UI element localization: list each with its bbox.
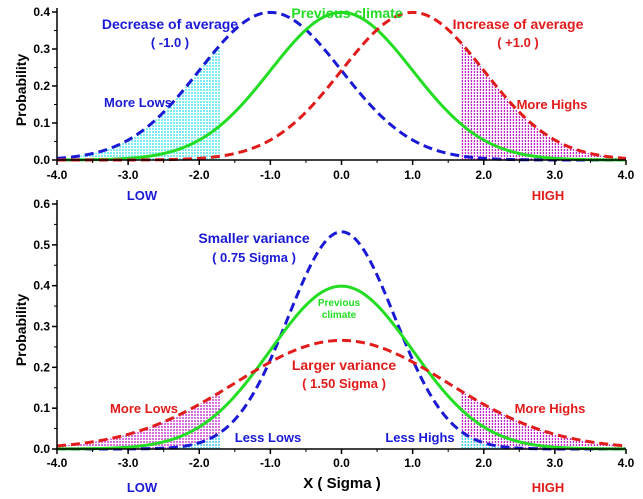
- top-x-tick-label: 4.0: [618, 168, 635, 182]
- top-x-tick-label: 2.0: [475, 168, 492, 182]
- decrease-of-average-value: ( -1.0 ): [151, 35, 189, 50]
- bot-y-tick-label: 0.4: [33, 279, 50, 293]
- bot-x-tick-label: -4.0: [47, 456, 68, 470]
- top-x-tick-label: -1.0: [260, 168, 281, 182]
- top-curve-increase-of-average: [57, 10, 627, 162]
- top-y-tick-label: 0.4: [33, 5, 50, 19]
- top-curve-decrease-of-average: [56, 10, 626, 162]
- bot-x-tick-label: -1.0: [260, 456, 281, 470]
- bot-y-tick-label: 0.5: [33, 238, 50, 252]
- bottom-y-axis-label: Probability: [13, 294, 29, 367]
- bot-x-tick-label: 4.0: [618, 456, 635, 470]
- top-y-tick-label: 0.1: [33, 116, 50, 130]
- bot-x-tick-label: -3.0: [118, 456, 139, 470]
- top-y-tick-label: 0.0: [33, 153, 50, 167]
- previous-climate-label: Previous climate: [291, 5, 402, 21]
- less-lows-label: Less Lows: [235, 430, 301, 445]
- bot-y-tick-label: 0.6: [33, 197, 50, 211]
- low-label-bottom: LOW: [127, 480, 158, 495]
- larger-variance-value: ( 1.50 Sigma ): [302, 376, 386, 391]
- decrease-of-average-label: Decrease of average: [102, 16, 238, 32]
- high-label-bottom: HIGH: [532, 480, 565, 495]
- top-curve-previous-climate: [56, 10, 627, 162]
- more-lows-label-bottom: More Lows: [110, 401, 178, 416]
- top-x-tick-label: 0.0: [333, 168, 350, 182]
- bottom-curves: [56, 230, 627, 451]
- increase-of-average-value: ( +1.0 ): [497, 35, 539, 50]
- bot-y-tick-label: 0.1: [33, 401, 50, 415]
- previous-climate-label-line1: Previous: [318, 298, 361, 309]
- top-axes: [52, 8, 627, 165]
- top-x-tick-label: 3.0: [547, 168, 564, 182]
- less-highs-label: Less Highs: [385, 430, 454, 445]
- top-x-tick-label: -3.0: [118, 168, 139, 182]
- bot-y-tick-label: 0.3: [33, 320, 50, 334]
- top-panel-shift-of-average: -4.0 -3.0 -2.0 -1.0 0.0 1.0 2.0 3.0 4.0 0.0 0.1 0.2…: [13, 5, 635, 203]
- bottom-axes: [52, 200, 627, 454]
- top-x-tick-label: 1.0: [404, 168, 421, 182]
- bottom-panel-change-of-variance: -4.0 -3.0 -2.0 -1.0 0.0 1.0 2.0 3.0 4.0 0.0 0.1 0.2…: [13, 197, 635, 495]
- top-x-tick-label: -2.0: [189, 168, 210, 182]
- more-lows-label: More Lows: [104, 95, 172, 110]
- smaller-variance-label: Smaller variance: [198, 230, 310, 246]
- larger-variance-label: Larger variance: [292, 357, 396, 373]
- top-y-axis-label: Probability: [13, 54, 29, 127]
- bot-x-tick-label: 3.0: [547, 456, 564, 470]
- bot-x-tick-label: 1.0: [404, 456, 421, 470]
- high-label: HIGH: [532, 188, 565, 203]
- smaller-variance-value: ( 0.75 Sigma ): [212, 250, 296, 265]
- top-curves: [56, 10, 627, 162]
- increase-of-average-label: Increase of average: [453, 16, 584, 32]
- bot-curve-previous-climate: [56, 284, 627, 451]
- top-x-tick-label: -4.0: [47, 168, 68, 182]
- more-highs-label: More Highs: [517, 97, 588, 112]
- bot-y-tick-label: 0.2: [33, 360, 50, 374]
- bottom-tick-labels: -4.0 -3.0 -2.0 -1.0 0.0 1.0 2.0 3.0 4.0 0.0 0.1 0.2…: [33, 197, 634, 470]
- previous-climate-label-line2: climate: [322, 310, 357, 321]
- bot-y-tick-label: 0.0: [33, 442, 50, 456]
- more-highs-label-bottom: More Highs: [515, 401, 586, 416]
- top-y-tick-label: 0.2: [33, 79, 50, 93]
- bot-curve-smaller-variance: [57, 230, 626, 451]
- low-label: LOW: [127, 188, 158, 203]
- bot-x-tick-label: 0.0: [333, 456, 350, 470]
- x-axis-label: X ( Sigma ): [303, 475, 381, 492]
- bot-x-tick-label: 2.0: [475, 456, 492, 470]
- top-tick-labels: -4.0 -3.0 -2.0 -1.0 0.0 1.0 2.0 3.0 4.0 0.0 0.1 0.2…: [33, 5, 634, 182]
- bot-x-tick-label: -2.0: [189, 456, 210, 470]
- top-y-tick-label: 0.3: [33, 42, 50, 56]
